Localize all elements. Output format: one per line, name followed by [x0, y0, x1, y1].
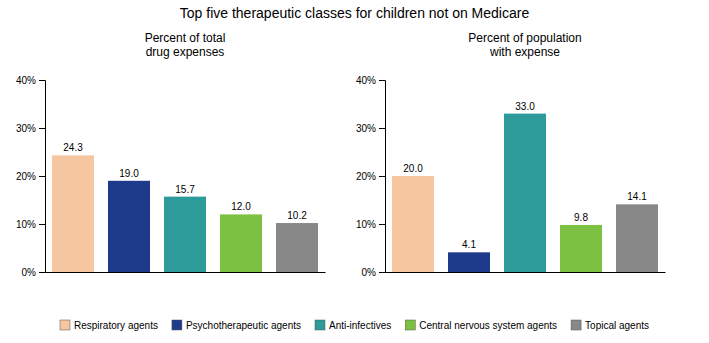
y-tick-label: 30%	[16, 123, 36, 134]
bar	[560, 225, 602, 272]
bar	[52, 155, 94, 272]
y-axis-line	[39, 81, 46, 273]
title: Top five therapeutic classes for childre…	[180, 5, 530, 21]
bar	[616, 204, 658, 272]
x-axis	[386, 272, 666, 273]
data-label: 10.2	[287, 210, 307, 221]
bar	[276, 223, 318, 272]
panel: Percent of totaldrug expenses 24.3 19.0 15.…	[16, 31, 326, 278]
data-labels: 24.3 19.0 15.7 12.0 10.2	[63, 142, 307, 221]
legend-swatch	[172, 320, 182, 330]
legend-item: Topical agents	[571, 320, 649, 331]
data-label: 24.3	[63, 142, 83, 153]
y-tick: 10%	[16, 219, 45, 230]
y-tick: 20%	[16, 171, 45, 182]
y-tick-label: 0%	[22, 267, 37, 278]
y-tick-label: 0%	[362, 267, 377, 278]
y-axis: 0% 10% 20% 30% 40%	[356, 75, 386, 278]
y-tick-mark	[39, 224, 45, 225]
y-tick: 30%	[356, 123, 385, 134]
legend-swatch	[60, 320, 70, 330]
subtitle: Percent of totaldrug expenses	[145, 31, 226, 59]
y-tick-mark	[379, 224, 385, 225]
subtitle-line: drug expenses	[146, 45, 225, 59]
y-tick: 10%	[356, 219, 385, 230]
data-label: 33.0	[515, 101, 535, 112]
y-tick-label: 20%	[16, 171, 36, 182]
chart-root: Top five therapeutic classes for childre…	[0, 0, 709, 343]
y-tick-mark	[379, 176, 385, 177]
bars	[52, 155, 318, 272]
y-tick: 40%	[16, 75, 45, 86]
y-tick-label: 30%	[356, 123, 376, 134]
y-tick-label: 10%	[16, 219, 36, 230]
bar	[504, 114, 546, 272]
y-tick-mark	[39, 128, 45, 129]
y-tick-mark	[39, 272, 45, 273]
data-label: 19.0	[119, 168, 139, 179]
x-axis-line	[386, 272, 666, 273]
bar	[448, 252, 490, 272]
legend-label: Psychotherapeutic agents	[186, 320, 301, 331]
legend-label: Respiratory agents	[74, 320, 158, 331]
y-tick-label: 20%	[356, 171, 376, 182]
y-tick-mark	[39, 80, 45, 81]
data-label: 15.7	[175, 184, 195, 195]
bars	[392, 114, 658, 272]
legend-swatch	[405, 320, 415, 330]
legend-label: Central nervous system agents	[419, 320, 557, 331]
y-tick-mark	[379, 80, 385, 81]
legend-item: Psychotherapeutic agents	[172, 320, 301, 331]
legend-item: Central nervous system agents	[405, 320, 557, 331]
legend-label: Anti-infectives	[329, 320, 391, 331]
bar	[108, 181, 150, 272]
legend-label: Topical agents	[585, 320, 649, 331]
y-tick: 20%	[356, 171, 385, 182]
y-axis: 0% 10% 20% 30% 40%	[16, 75, 46, 278]
legend-swatch	[571, 320, 581, 330]
panel: Percent of populationwith expense 20.0 4.1…	[356, 31, 666, 278]
y-tick-mark	[379, 272, 385, 273]
y-axis-line	[379, 81, 386, 273]
y-tick-mark	[39, 176, 45, 177]
legend-swatch	[315, 320, 325, 330]
data-labels: 20.0 4.1 33.0 9.8 14.1	[403, 101, 647, 251]
subtitle-line: with expense	[489, 45, 560, 59]
x-axis	[46, 272, 326, 273]
legend-item: Anti-infectives	[315, 320, 391, 331]
subtitle: Percent of populationwith expense	[468, 31, 581, 59]
y-tick: 0%	[22, 267, 45, 278]
data-label: 4.1	[462, 239, 476, 250]
y-tick: 40%	[356, 75, 385, 86]
legend-item: Respiratory agents	[60, 320, 158, 331]
data-label: 12.0	[231, 201, 251, 212]
y-tick-label: 40%	[16, 75, 36, 86]
x-axis-line	[46, 272, 326, 273]
bar	[220, 214, 262, 272]
y-tick: 30%	[16, 123, 45, 134]
y-tick-label: 40%	[356, 75, 376, 86]
y-tick-label: 10%	[356, 219, 376, 230]
data-label: 14.1	[627, 191, 647, 202]
subtitle-line: Percent of total	[145, 31, 226, 45]
subtitle-line: Percent of population	[468, 31, 581, 45]
data-label: 20.0	[403, 163, 423, 174]
y-tick: 0%	[362, 267, 385, 278]
bar	[392, 176, 434, 272]
legend: Respiratory agents Psychotherapeutic agen…	[60, 320, 649, 331]
y-tick-mark	[379, 128, 385, 129]
data-label: 9.8	[574, 212, 588, 223]
bar	[164, 197, 206, 272]
